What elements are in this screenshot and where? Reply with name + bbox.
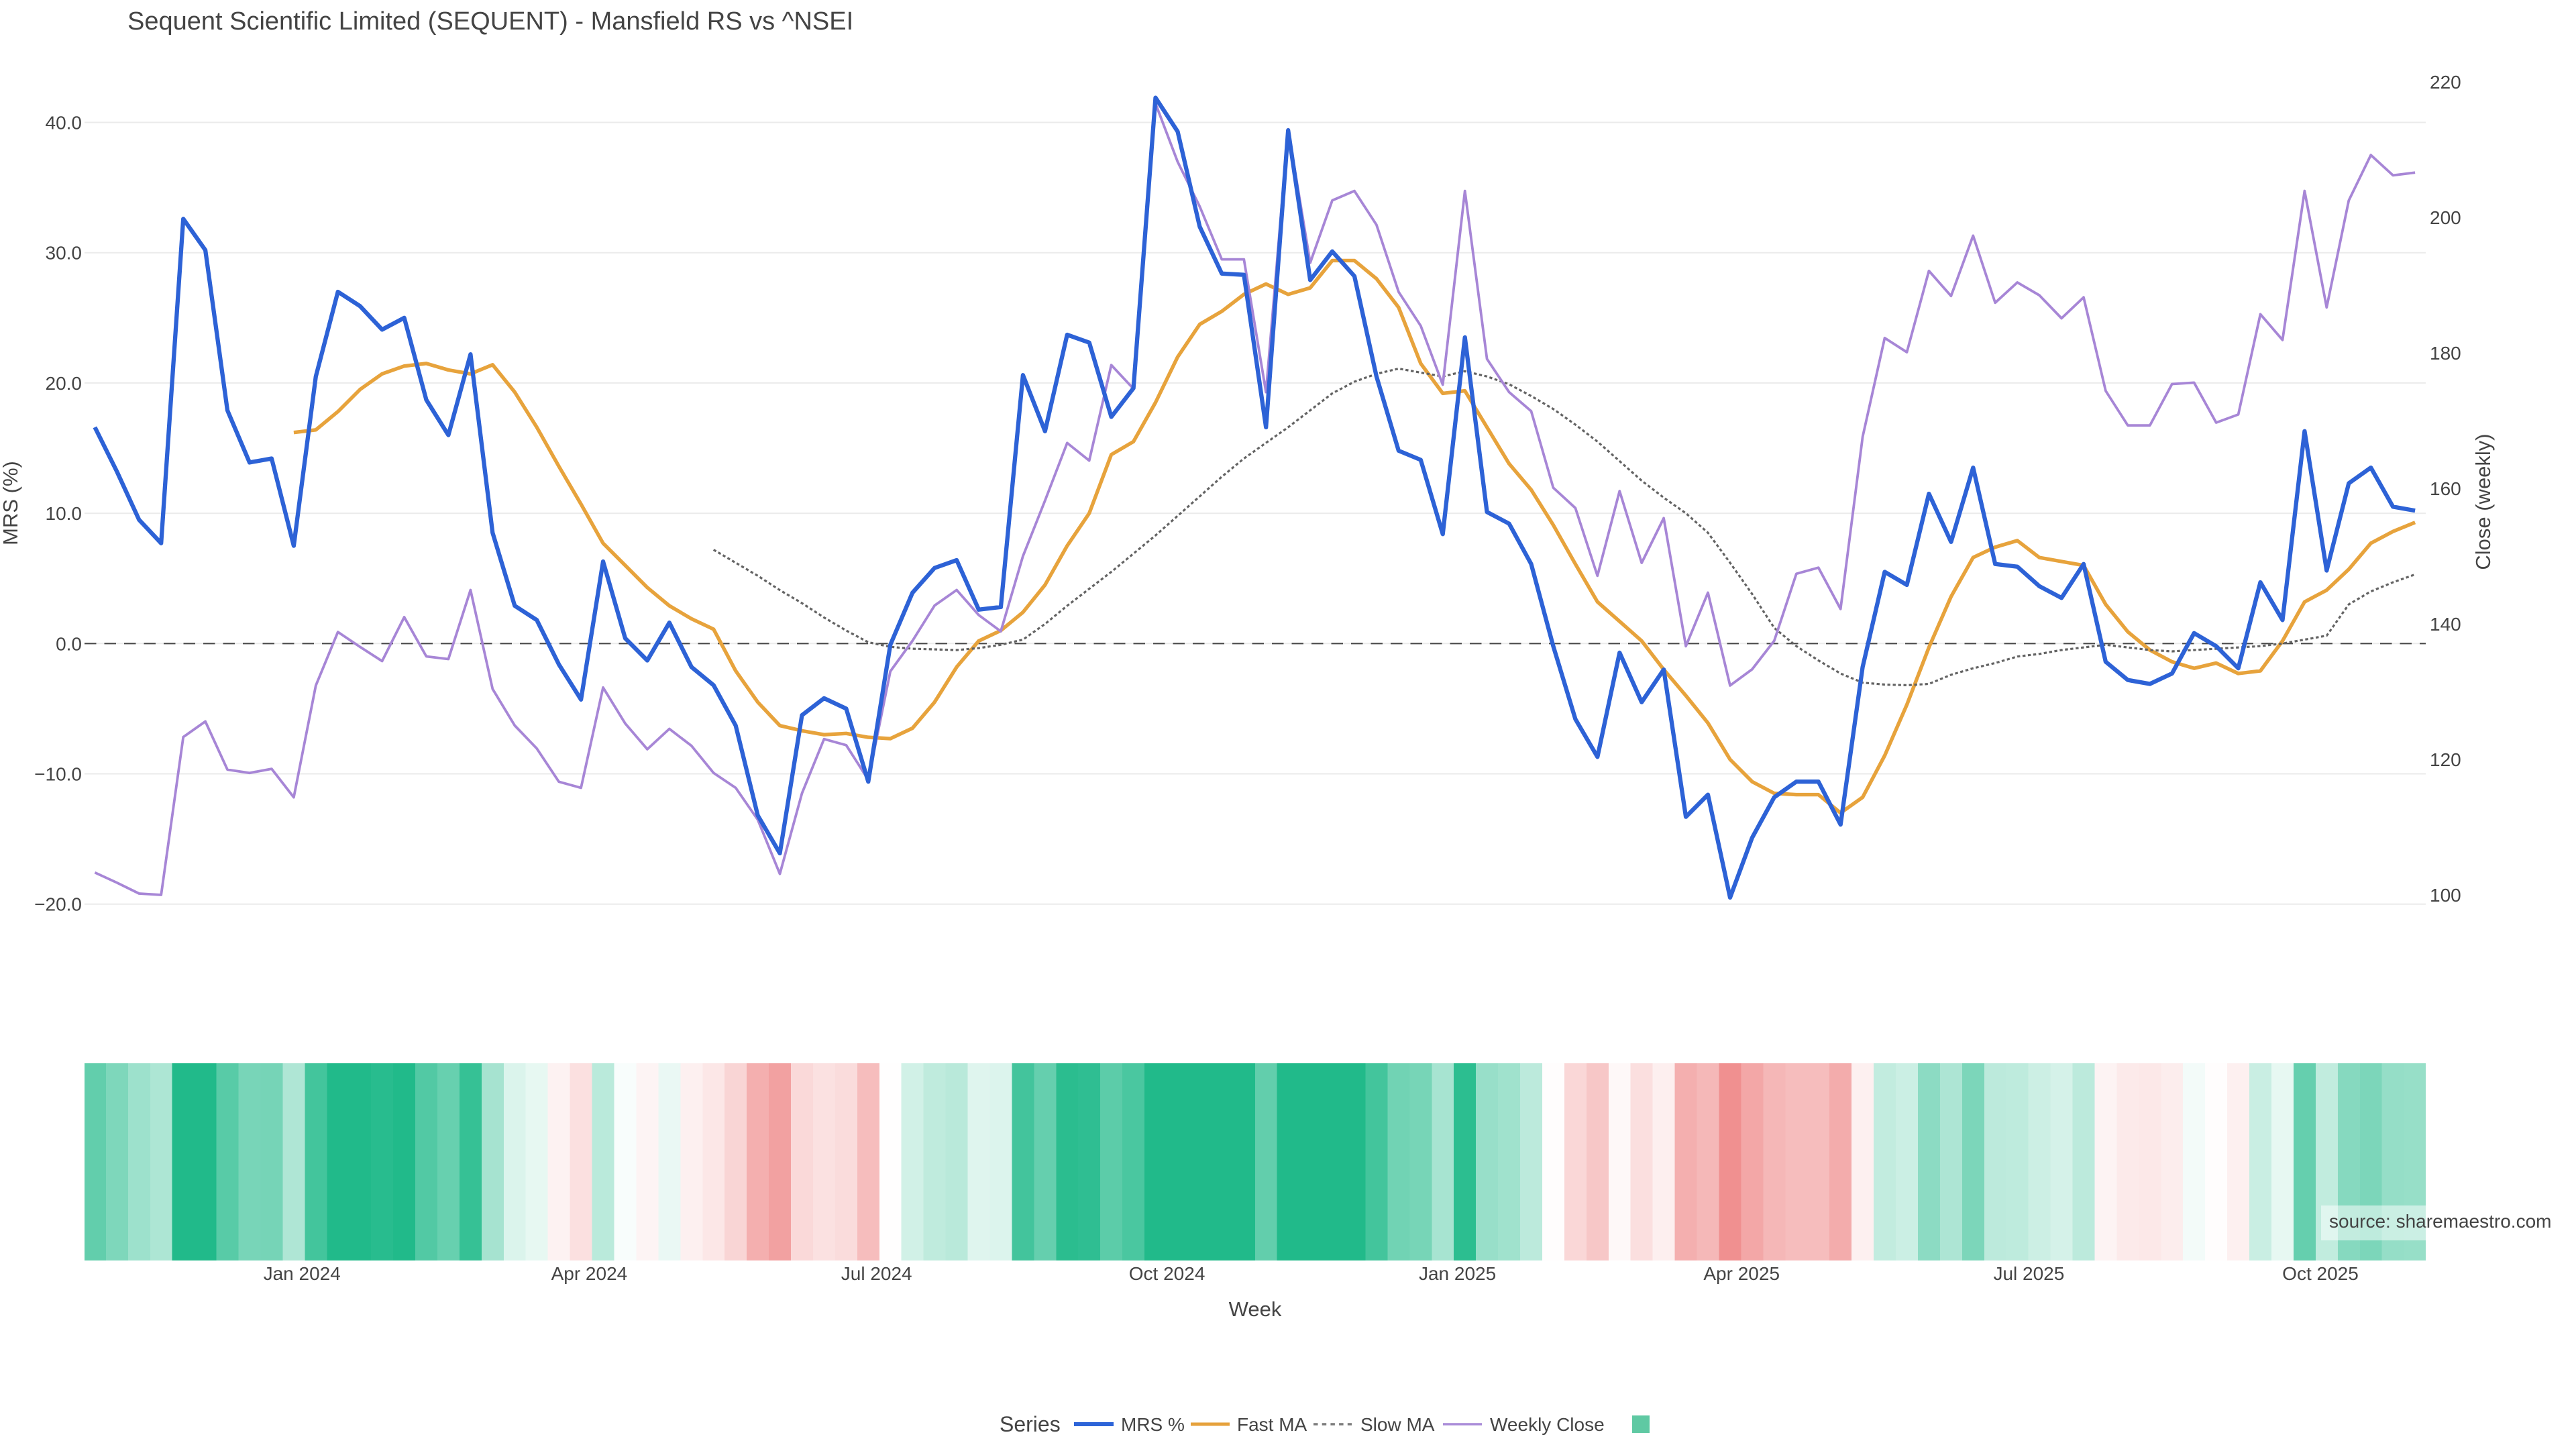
svg-text:40.0: 40.0: [46, 113, 83, 133]
svg-text:10.0: 10.0: [46, 503, 83, 524]
svg-text:−10.0: −10.0: [34, 764, 82, 785]
svg-text:160: 160: [2430, 478, 2461, 499]
svg-text:Apr 2024: Apr 2024: [551, 1263, 628, 1284]
svg-text:Series: Series: [1000, 1412, 1061, 1436]
svg-text:Sequent Scientific Limited (SE: Sequent Scientific Limited (SEQUENT) - M…: [127, 7, 853, 36]
svg-text:Close (weekly): Close (weekly): [2471, 433, 2495, 570]
svg-text:Oct 2024: Oct 2024: [1129, 1263, 1205, 1284]
svg-text:200: 200: [2430, 207, 2461, 228]
svg-text:220: 220: [2430, 72, 2461, 93]
svg-text:Weekly Close: Weekly Close: [1490, 1414, 1605, 1435]
svg-text:Jul 2025: Jul 2025: [1993, 1263, 2064, 1284]
svg-text:MRS (%): MRS (%): [0, 461, 22, 545]
svg-text:180: 180: [2430, 343, 2461, 364]
svg-text:120: 120: [2430, 749, 2461, 770]
svg-text:Fast MA: Fast MA: [1237, 1414, 1307, 1435]
svg-text:Jan 2025: Jan 2025: [1419, 1263, 1496, 1284]
svg-text:0.0: 0.0: [56, 633, 82, 654]
svg-text:Slow MA: Slow MA: [1360, 1414, 1435, 1435]
svg-text:source: sharemaestro.com: source: sharemaestro.com: [2329, 1211, 2551, 1232]
svg-text:20.0: 20.0: [46, 373, 83, 394]
svg-text:Week: Week: [1229, 1297, 1282, 1321]
svg-text:−20.0: −20.0: [34, 894, 82, 915]
svg-text:100: 100: [2430, 885, 2461, 906]
svg-text:Jan 2024: Jan 2024: [264, 1263, 341, 1284]
svg-text:Apr 2025: Apr 2025: [1703, 1263, 1780, 1284]
svg-text:30.0: 30.0: [46, 243, 83, 264]
svg-text:140: 140: [2430, 614, 2461, 635]
svg-text:Jul 2024: Jul 2024: [841, 1263, 912, 1284]
svg-text:MRS %: MRS %: [1121, 1414, 1185, 1435]
svg-text:Oct 2025: Oct 2025: [2282, 1263, 2359, 1284]
